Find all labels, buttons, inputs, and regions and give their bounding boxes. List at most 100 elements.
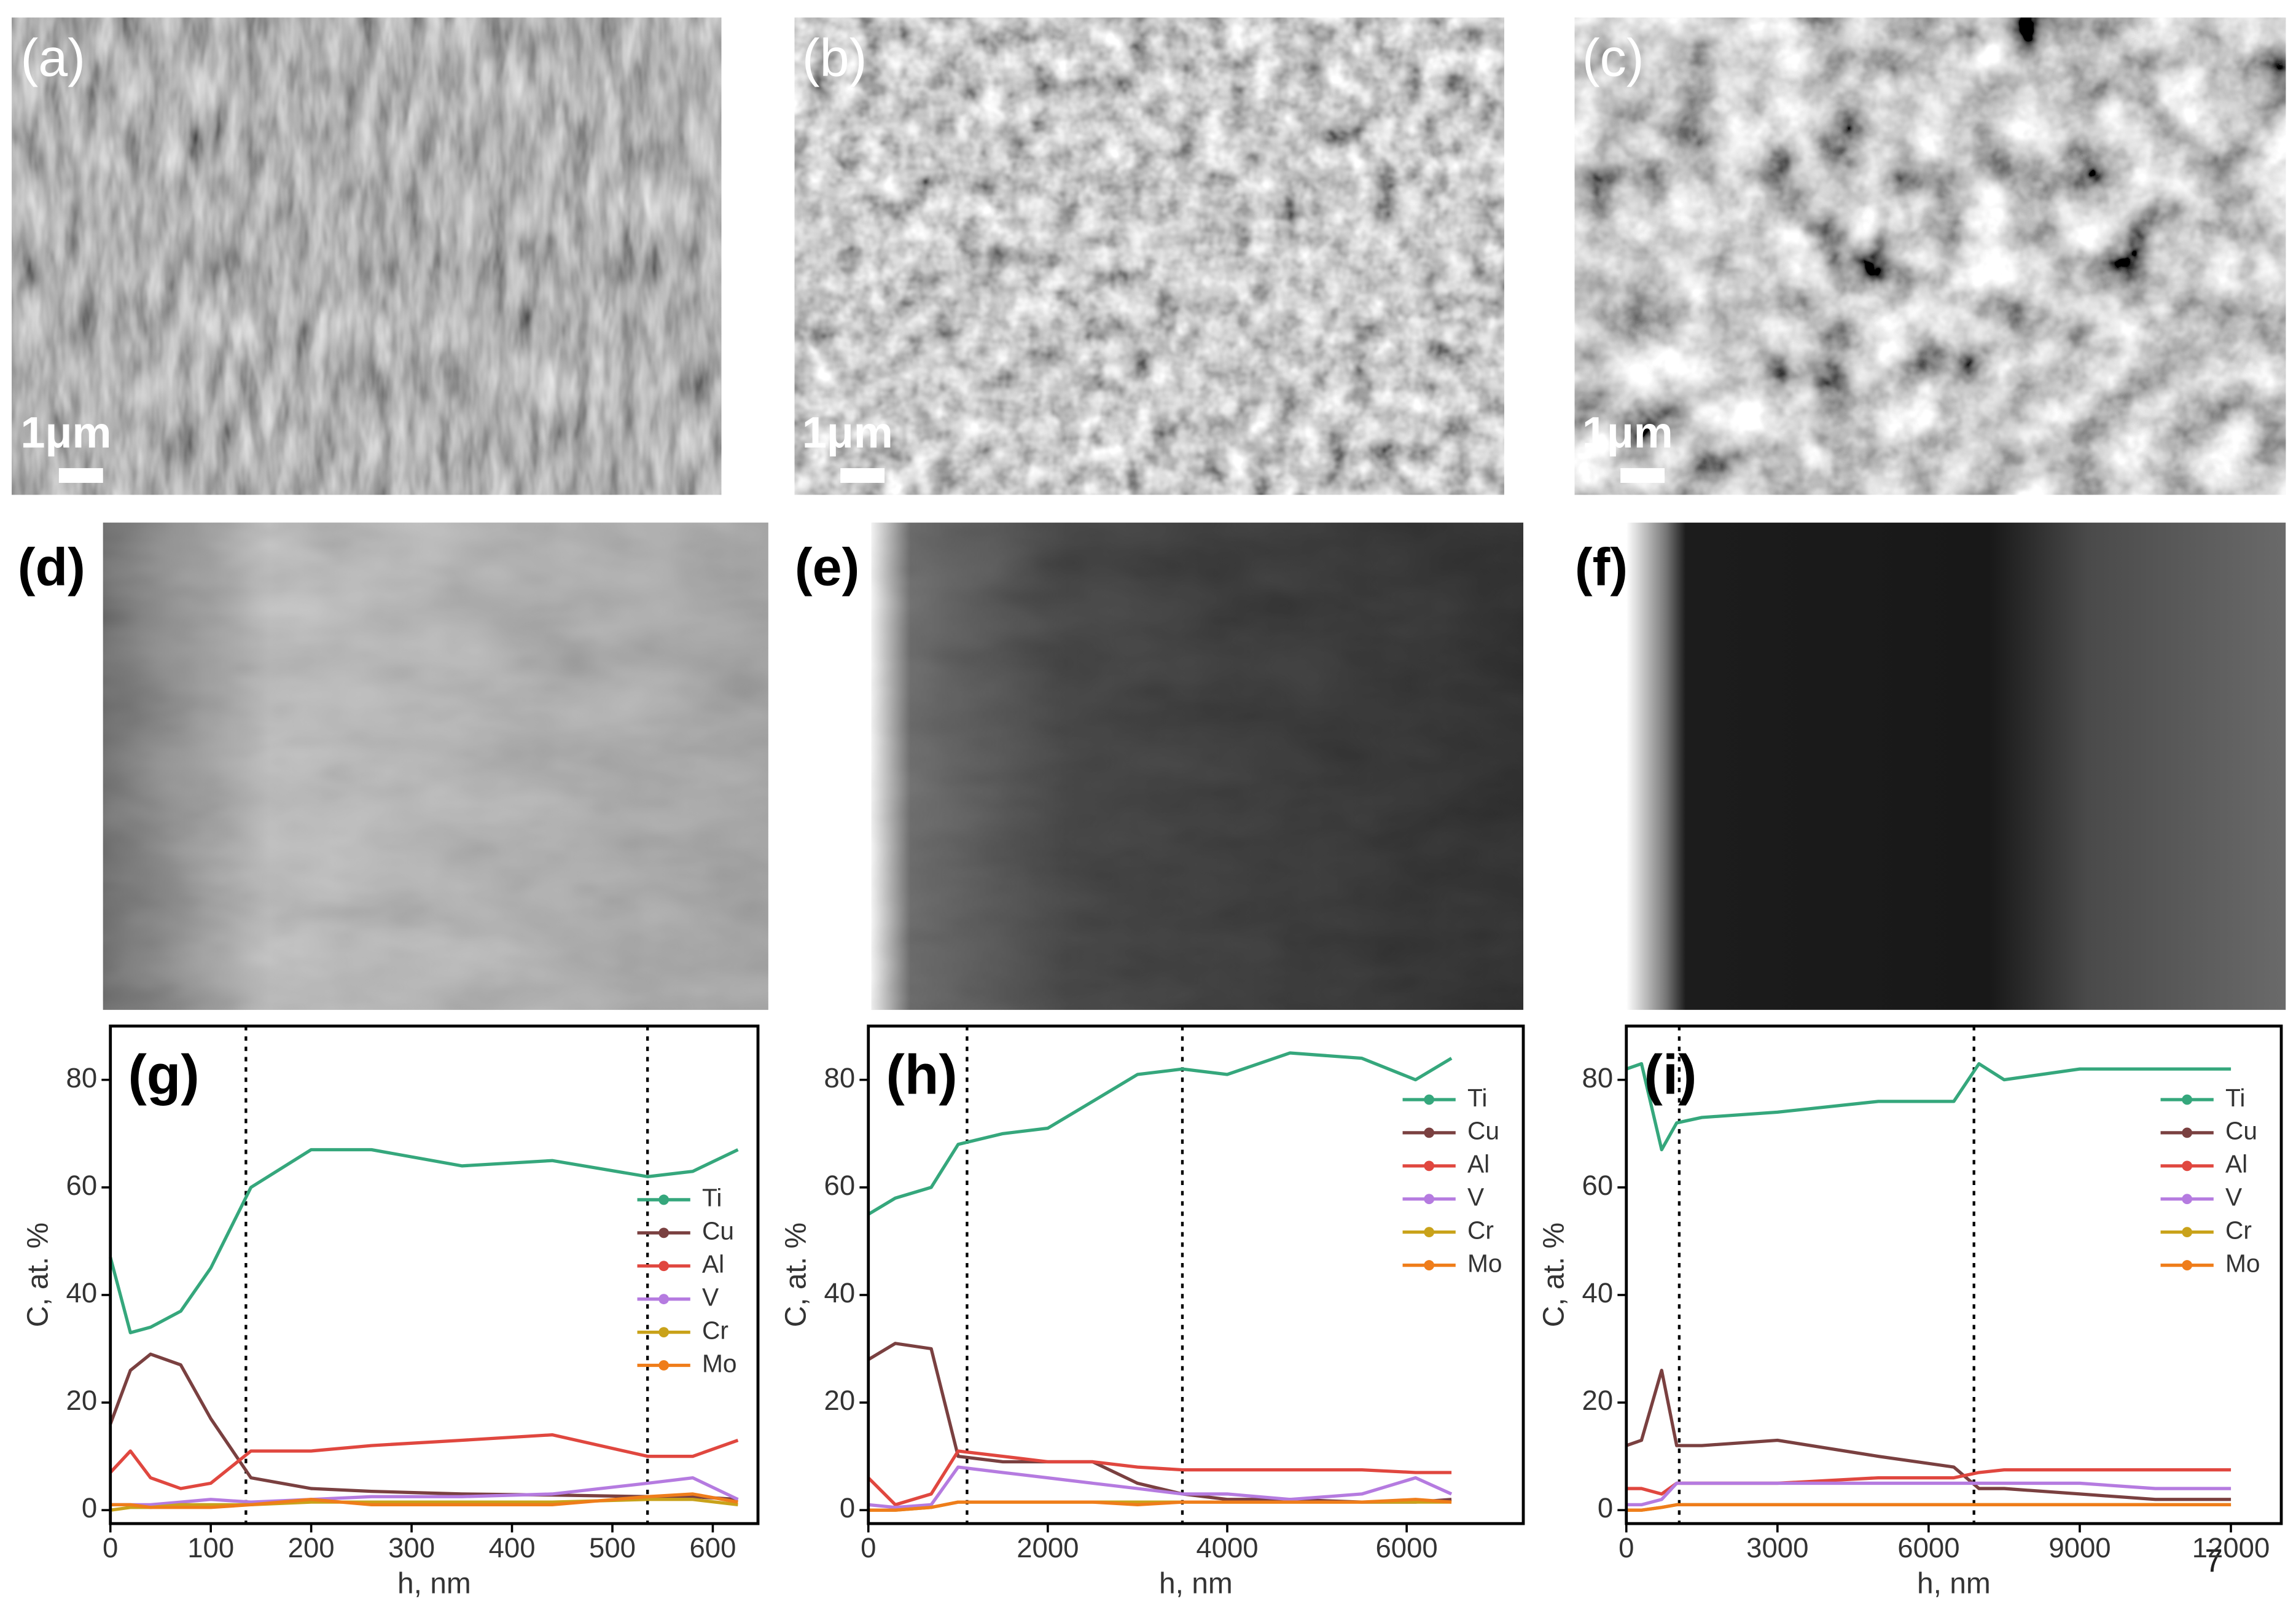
x-axis-label: h, nm [397, 1567, 471, 1600]
legend-label: V [702, 1283, 719, 1311]
legend-marker [1424, 1194, 1435, 1205]
legend-label: Mo [2225, 1249, 2260, 1277]
legend-marker [658, 1294, 670, 1305]
y-axis-label: C, at. % [1537, 1223, 1570, 1327]
x-tick-label: 6000 [1897, 1532, 1959, 1563]
series-line [868, 1465, 1453, 1509]
legend-label: V [1467, 1183, 1484, 1211]
legend-label: Mo [1467, 1249, 1502, 1277]
legend-label: Ti [1467, 1084, 1487, 1112]
series-line [1625, 1369, 2232, 1501]
series-line [109, 1148, 739, 1334]
y-tick-label: 40 [824, 1277, 856, 1309]
legend-marker [1424, 1260, 1435, 1270]
scale-bar [58, 468, 103, 483]
x-tick-label: 0 [1619, 1532, 1634, 1563]
y-tick-label: 40 [66, 1277, 98, 1309]
y-tick-label: 0 [1598, 1492, 1613, 1524]
y-tick-label: 80 [66, 1062, 98, 1093]
series-line [867, 1449, 1452, 1507]
series-line [110, 1492, 738, 1509]
legend-label: Cu [702, 1217, 734, 1245]
panel-label: (d) [18, 538, 85, 597]
legend-marker [2182, 1160, 2193, 1172]
legend-label: Cr [702, 1316, 728, 1344]
legend-label: Al [2225, 1150, 2247, 1178]
series-line [1625, 1062, 2232, 1152]
y-tick-label: 60 [824, 1170, 856, 1201]
legend-marker [2182, 1194, 2193, 1205]
y-tick-label: 20 [66, 1385, 98, 1416]
x-axis-label: h, nm [1159, 1567, 1233, 1600]
legend-label: Al [702, 1250, 724, 1278]
x-tick-label: 600 [689, 1532, 736, 1563]
x-tick-label: 3000 [1746, 1532, 1808, 1563]
legend-label: Cr [1467, 1216, 1494, 1244]
scale-bar-label: 1μm [1582, 408, 1673, 457]
tem-texture [871, 522, 1524, 1010]
sem-image [12, 17, 722, 495]
tem-texture [103, 522, 768, 1010]
series-line [1626, 1481, 2232, 1507]
panel-label: (f) [1575, 538, 1628, 597]
panel-label: (i) [1644, 1044, 1697, 1106]
legend-marker [2182, 1260, 2193, 1270]
x-tick-label: 200 [288, 1532, 335, 1563]
x-axis-label: h, nm [1917, 1567, 1991, 1600]
legend-marker [1424, 1160, 1435, 1172]
legend-marker [2182, 1094, 2193, 1105]
y-tick-label: 0 [840, 1492, 855, 1524]
x-tick-label: 12000 [2192, 1532, 2270, 1563]
x-tick-label: 2000 [1017, 1532, 1079, 1563]
sem-image [794, 17, 1504, 495]
x-tick-label: 6000 [1375, 1532, 1437, 1563]
series-line [109, 1433, 739, 1490]
y-tick-label: 60 [66, 1170, 98, 1201]
y-axis-label: C, at. % [21, 1223, 54, 1327]
plot-frame [867, 1024, 1525, 1525]
tem-image [1626, 522, 2286, 1010]
panel-label: (b) [802, 28, 867, 87]
y-tick-label: 20 [824, 1385, 856, 1416]
legend-marker [2182, 1227, 2193, 1238]
panel-label: (c) [1582, 28, 1644, 87]
y-tick-label: 40 [1582, 1277, 1614, 1309]
plot-frame [109, 1024, 760, 1525]
x-tick-label: 100 [187, 1532, 234, 1563]
scale-bar-label: 1μm [802, 408, 893, 457]
legend-label: Cr [2225, 1216, 2252, 1244]
series-line [109, 1352, 738, 1501]
legend-marker [658, 1360, 670, 1371]
x-tick-label: 500 [589, 1532, 636, 1563]
legend-label: Mo [702, 1349, 737, 1377]
x-tick-label: 300 [388, 1532, 435, 1563]
legend-label: Ti [2225, 1084, 2245, 1112]
panel-label: (g) [128, 1044, 199, 1106]
legend-label: Cu [1467, 1117, 1499, 1145]
y-axis-label: C, at. % [779, 1223, 812, 1327]
x-tick-label: 4000 [1196, 1532, 1258, 1563]
x-tick-label: 0 [103, 1532, 118, 1563]
legend-label: V [2225, 1183, 2242, 1211]
legend-marker [658, 1261, 670, 1272]
scale-bar [840, 468, 885, 483]
legend-marker [658, 1194, 670, 1205]
y-tick-label: 20 [1582, 1385, 1614, 1416]
scale-bar-label: 1μm [21, 408, 112, 457]
panel-label: (h) [886, 1044, 957, 1106]
legend-marker [1424, 1227, 1435, 1238]
legend-label: Al [1467, 1150, 1490, 1178]
plot-frame [1625, 1024, 2283, 1525]
panel-label: (a) [21, 28, 85, 87]
y-tick-label: 80 [824, 1062, 856, 1093]
series-line [1626, 1468, 2232, 1496]
y-tick-label: 60 [1582, 1170, 1614, 1201]
legend-marker [1424, 1127, 1435, 1138]
series-line [1626, 1503, 2232, 1512]
series-line [868, 1498, 1452, 1512]
panel-label: (e) [795, 538, 859, 597]
x-tick-label: 400 [489, 1532, 536, 1563]
legend-marker [658, 1327, 670, 1337]
